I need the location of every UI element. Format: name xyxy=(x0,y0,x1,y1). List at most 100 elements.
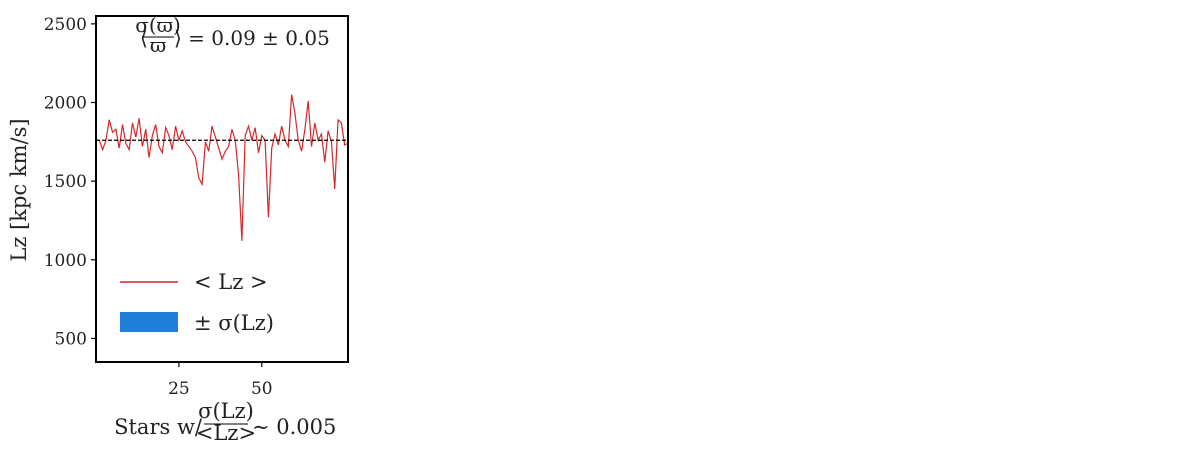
x-tick-label: 1000 xyxy=(1016,379,1059,399)
panel-annotation: ⟨σ(ϖ)ϖ ⟩ = 0.18 ± 0.06 xyxy=(395,13,590,57)
histogram-bar-shadow xyxy=(879,250,882,263)
y-tick-label: 500 xyxy=(55,329,87,349)
y-axis-label: Lz [kpc km/s] xyxy=(7,118,31,261)
annotation-den: ϖ xyxy=(410,33,426,57)
annotation-num: σ(ϖ) xyxy=(395,13,441,37)
plot-area-2: 500 1000 1500 500 1000 1500 2000 2500 Nr. Stars 2… xyxy=(356,13,1189,445)
histogram-bar xyxy=(876,222,884,235)
histogram-bar xyxy=(876,147,1057,160)
histogram-bar-shadow xyxy=(879,112,1015,125)
histogram-bar-shadow xyxy=(879,238,884,251)
x-tick-label: 50 xyxy=(771,379,793,399)
y-tick-label: 1500 xyxy=(44,172,87,192)
sigma-band xyxy=(619,40,868,362)
histogram-bar xyxy=(876,121,1089,134)
annotation-num: σ(ϖ) xyxy=(655,13,701,37)
histogram-bar-shadow xyxy=(879,187,911,200)
annotation-den: ϖ xyxy=(150,33,166,57)
x-axis-label: Nr. Stars xyxy=(954,415,1050,439)
annotation-bracket-left: ⟨ xyxy=(660,26,668,50)
panel-frame xyxy=(616,16,868,362)
annotation-den: ϖ xyxy=(670,33,686,57)
x-label-den: <Lz> xyxy=(716,421,776,445)
annotation-bracket-left: ⟨ xyxy=(140,26,148,50)
legend-band-swatch xyxy=(120,312,178,332)
panel-annotation: ⟨σ(ϖ)ϖ ⟩ = 0.09 ± 0.05 xyxy=(135,13,330,57)
panel-frame xyxy=(356,16,608,362)
histogram-bar xyxy=(876,247,879,260)
histogram-bar xyxy=(876,71,884,84)
y-tick-label: 1500 xyxy=(1146,172,1189,192)
histogram-bar xyxy=(876,172,960,185)
y-tick-label: 2000 xyxy=(1146,94,1189,114)
histogram-bar xyxy=(876,184,908,197)
histogram-bar-shadow xyxy=(879,212,889,225)
legend-sigma-label: ± σ(Lz) xyxy=(194,311,274,335)
y-tick-label: 500 xyxy=(1146,329,1178,349)
histogram-bar-shadow xyxy=(879,175,963,188)
histogram-bar xyxy=(876,84,892,97)
histogram-bar xyxy=(876,96,910,109)
x-axis-label: Stars w/σ(Lz)<Lz>∼ 0.31 xyxy=(634,399,843,445)
x-label-prefix: Stars w/ xyxy=(634,415,723,439)
histogram-bar-shadow xyxy=(879,200,898,213)
annotation-value: ⟩ = 0.24 ± 0.05 xyxy=(694,26,850,50)
histogram-bar xyxy=(876,209,886,222)
x-tick-label: 1500 xyxy=(1097,379,1140,399)
x-tick-label: 25 xyxy=(168,379,190,399)
sigma-band xyxy=(359,62,608,293)
y-tick-label: 2000 xyxy=(44,94,87,114)
histogram-bar-shadow xyxy=(879,74,887,87)
histogram-bar-shadow xyxy=(879,87,895,100)
histogram-bar-shadow xyxy=(879,150,1060,163)
histogram-bar xyxy=(876,235,881,248)
edge-band xyxy=(864,16,868,362)
panel-annotation: ⟨σ(ϖ)ϖ ⟩ = 0.24 ± 0.05 xyxy=(655,13,850,57)
plot-area-1: 500 1000 1500 500 1000 1500 2000 2500 Nr. Stars 2… xyxy=(96,13,1189,445)
x-label-tail: ∼ 0.005 xyxy=(252,415,336,439)
x-tick-label: 500 xyxy=(941,379,973,399)
mean-line xyxy=(619,134,868,331)
y-tick-label: 1000 xyxy=(44,251,87,271)
x-label-prefix: Stars w/ xyxy=(374,415,463,439)
x-label-den: <Lz> xyxy=(196,421,256,445)
x-axis-label: Stars w/σ(Lz)<Lz>∼ 0.005 xyxy=(114,399,336,445)
histogram-bar-shadow xyxy=(879,99,913,112)
plot-area-3: 500 1000 1500 500 1000 1500 2000 2500 Nr. Stars xyxy=(616,15,1189,439)
mean-line xyxy=(98,94,348,241)
legend: < Lz > ± σ(Lz) xyxy=(120,270,274,335)
x-label-tail: ∼ 0.31 xyxy=(772,415,843,439)
y-tick-label: 2500 xyxy=(44,15,87,35)
histogram-bar-shadow xyxy=(879,124,1092,137)
histogram-bar-shadow xyxy=(879,225,887,238)
annotation-value: ⟩ = 0.18 ± 0.06 xyxy=(434,26,590,50)
x-tick-label: 25 xyxy=(688,379,710,399)
x-tick-label: 50 xyxy=(251,379,273,399)
legend-mean-label: < Lz > xyxy=(194,270,268,294)
x-label-num: σ(Lz) xyxy=(718,399,774,423)
annotation-num: σ(ϖ) xyxy=(135,13,181,37)
x-label-den: <Lz> xyxy=(456,421,516,445)
x-label-num: σ(Lz) xyxy=(458,399,514,423)
x-axis-label: Stars w/σ(Lz)<Lz>∼ 0.05 xyxy=(374,399,583,445)
annotation-bracket-left: ⟨ xyxy=(400,26,408,50)
panel-frame xyxy=(95,15,349,363)
x-label-tail: ∼ 0.05 xyxy=(512,415,583,439)
panel-1: 500 1000 1500 500 1000 1500 2000 2500 Nr. Stars 2… xyxy=(7,13,1189,445)
x-label-num: σ(Lz) xyxy=(198,399,254,423)
x-tick-label: 50 xyxy=(511,379,533,399)
histogram-bar xyxy=(876,159,1002,172)
histogram-bar xyxy=(876,109,1012,122)
histogram-bar-shadow xyxy=(879,137,1121,150)
panel-frame xyxy=(876,16,1128,362)
histogram-bar xyxy=(876,134,1118,147)
x-tick-label: 25 xyxy=(428,379,450,399)
x-label-prefix: Stars w/ xyxy=(114,415,203,439)
y-tick-label: 2500 xyxy=(1146,15,1189,35)
histogram-bar-shadow xyxy=(879,162,1005,175)
y-tick-label: 1000 xyxy=(1146,251,1189,271)
mean-line xyxy=(359,82,608,283)
histogram-bar xyxy=(876,197,895,210)
annotation-value: ⟩ = 0.09 ± 0.05 xyxy=(174,26,330,50)
